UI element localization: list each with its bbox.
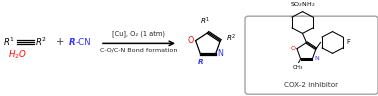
Text: [Cu], O₂ (1 atm): [Cu], O₂ (1 atm)	[113, 30, 166, 37]
FancyBboxPatch shape	[245, 16, 378, 94]
Text: +: +	[56, 37, 64, 47]
Text: F: F	[347, 39, 350, 46]
Text: R: R	[69, 38, 76, 47]
Text: H$_2$O: H$_2$O	[8, 48, 28, 60]
Text: R$^1$: R$^1$	[3, 35, 14, 48]
Text: O: O	[187, 36, 194, 45]
Text: C-O/C-N Bond formation: C-O/C-N Bond formation	[100, 48, 178, 53]
Text: N: N	[218, 49, 223, 58]
Text: R$^2$: R$^2$	[35, 35, 46, 48]
Text: O: O	[290, 46, 296, 51]
Text: CH$_3$: CH$_3$	[292, 63, 304, 72]
Text: -CN: -CN	[76, 38, 91, 47]
Text: COX-2 inhibitor: COX-2 inhibitor	[284, 82, 339, 88]
Text: R$^2$: R$^2$	[226, 32, 236, 44]
Text: R$^1$: R$^1$	[200, 16, 210, 27]
Text: N: N	[314, 56, 319, 61]
Text: SO$_2$NH$_2$: SO$_2$NH$_2$	[290, 0, 315, 9]
Text: R: R	[198, 59, 203, 65]
